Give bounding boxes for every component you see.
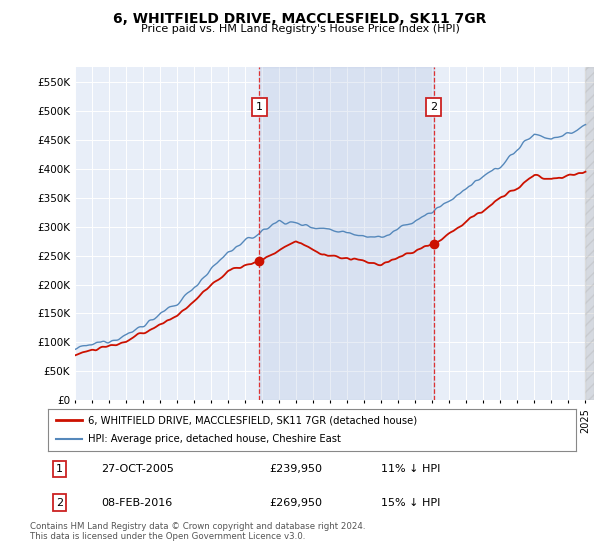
Text: 1: 1 bbox=[256, 102, 263, 112]
Text: 2: 2 bbox=[430, 102, 437, 112]
Text: Price paid vs. HM Land Registry's House Price Index (HPI): Price paid vs. HM Land Registry's House … bbox=[140, 24, 460, 34]
Bar bbox=[259, 67, 434, 400]
Text: 2: 2 bbox=[56, 497, 63, 507]
Text: 1: 1 bbox=[56, 464, 63, 474]
Text: £269,950: £269,950 bbox=[270, 497, 323, 507]
Text: 6, WHITFIELD DRIVE, MACCLESFIELD, SK11 7GR (detached house): 6, WHITFIELD DRIVE, MACCLESFIELD, SK11 7… bbox=[88, 415, 417, 425]
Text: HPI: Average price, detached house, Cheshire East: HPI: Average price, detached house, Ches… bbox=[88, 435, 340, 445]
Text: 6, WHITFIELD DRIVE, MACCLESFIELD, SK11 7GR: 6, WHITFIELD DRIVE, MACCLESFIELD, SK11 7… bbox=[113, 12, 487, 26]
Text: 15% ↓ HPI: 15% ↓ HPI bbox=[380, 497, 440, 507]
Text: 08-FEB-2016: 08-FEB-2016 bbox=[101, 497, 172, 507]
Text: 11% ↓ HPI: 11% ↓ HPI bbox=[380, 464, 440, 474]
Text: £239,950: £239,950 bbox=[270, 464, 323, 474]
Text: 27-OCT-2005: 27-OCT-2005 bbox=[101, 464, 173, 474]
Bar bbox=[586, 67, 594, 400]
Text: Contains HM Land Registry data © Crown copyright and database right 2024.
This d: Contains HM Land Registry data © Crown c… bbox=[30, 522, 365, 542]
